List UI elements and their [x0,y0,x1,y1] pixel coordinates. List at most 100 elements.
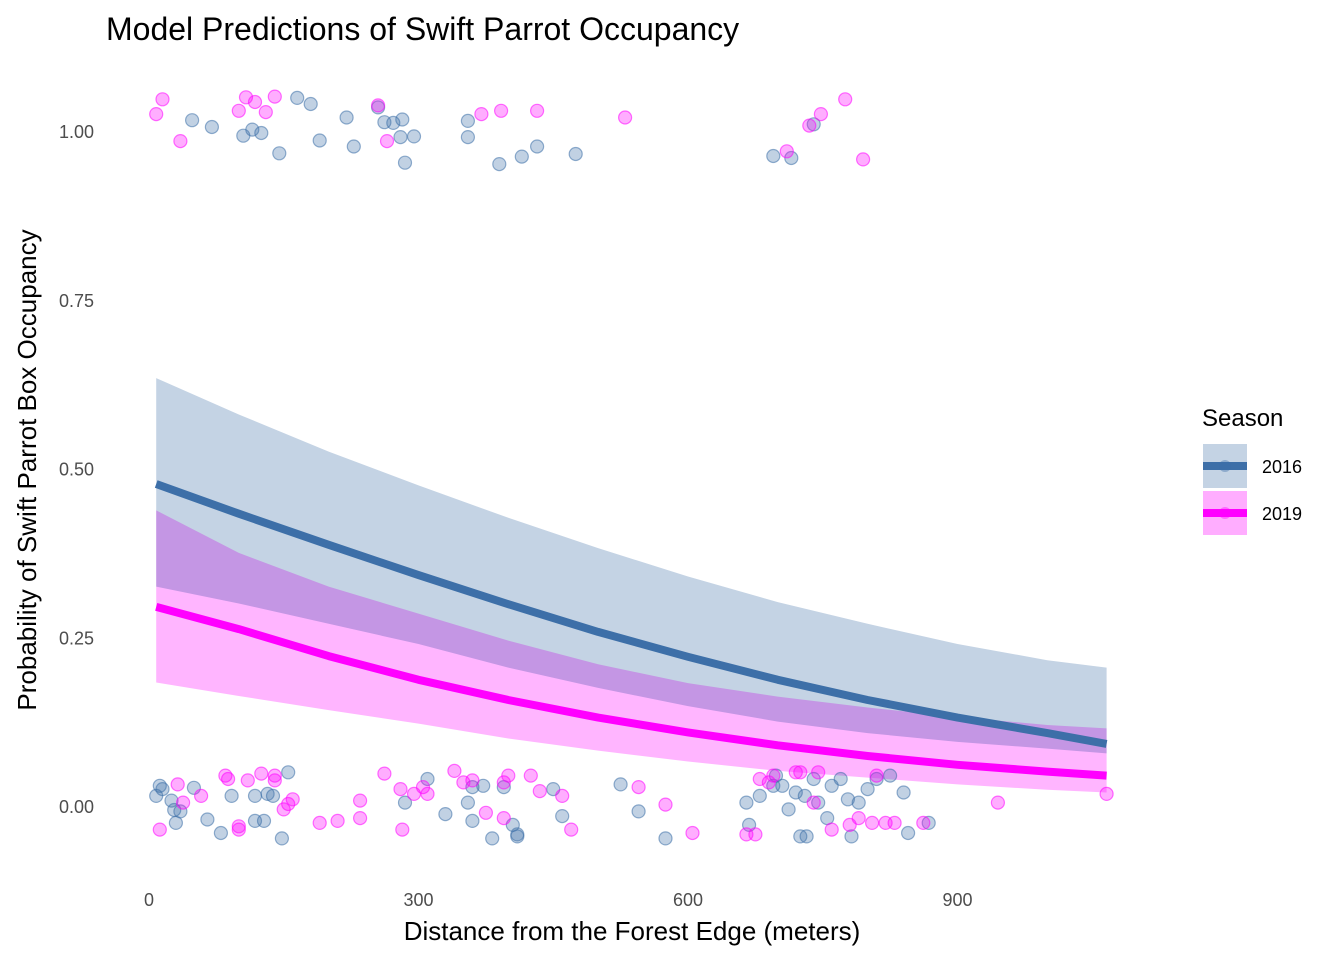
legend-item-2016: 2016 [1203,444,1302,488]
data-point-2016 [256,813,272,829]
data-point-2019 [149,106,164,122]
data-point-2016 [393,130,408,145]
data-point-2016 [613,777,628,792]
data-point-2016 [397,155,413,170]
data-point-2019 [869,768,884,783]
data-point-2019 [555,788,570,804]
data-point-2016 [395,112,410,127]
fit-line-2019 [155,603,1107,780]
data-point-2019 [267,773,282,788]
data-point-2016 [438,806,453,822]
data-point-2019 [258,104,273,120]
ribbon-layer [156,378,1107,793]
data-point-2019 [371,98,386,113]
data-point-2019 [990,795,1006,810]
data-point-2019 [851,810,866,826]
data-point-2019 [231,822,246,837]
data-point-2019 [864,815,880,831]
data-point-2016 [555,808,570,824]
data-point-2019 [838,92,853,107]
fit-line-2016 [154,480,1108,748]
data-point-2016 [775,778,790,793]
data-point-2016 [465,813,480,829]
data-point-2019 [281,796,296,812]
data-point-2016 [568,146,583,162]
data-point-2016 [200,812,215,827]
data-point-2016 [781,802,796,817]
data-point-2019 [788,765,803,780]
x-axis: 0 300 600 900 [144,890,973,910]
data-point-2016 [811,795,826,810]
data-point-2016 [245,122,260,137]
data-point-2019 [221,771,236,787]
data-point-2019 [529,103,545,118]
data-point-2019 [194,788,209,804]
data-point-2019 [353,810,368,826]
data-point-2016 [869,771,884,787]
data-point-2016 [460,113,475,129]
data-point-2019 [379,134,395,149]
data-point-2016 [833,771,848,787]
data-point-2016 [514,149,529,164]
data-point-2016 [312,133,327,148]
data-point-2019 [231,103,246,118]
data-point-2019 [393,781,408,797]
legend-item-2019: 2019 [1203,491,1302,535]
data-point-2016 [752,788,767,804]
data-point-2016 [492,157,507,172]
data-point-2019 [267,89,282,104]
data-point-2019 [173,134,188,149]
data-point-2016 [510,829,525,844]
x-tick-label: 600 [673,890,703,910]
legend-title: Season [1202,405,1283,432]
data-point-2019 [916,815,931,831]
x-tick-label: 0 [144,890,154,910]
confidence-ribbon-2019 [156,510,1107,793]
data-point-2016 [420,771,435,787]
y-tick-label: 0.00 [59,797,94,817]
fit-line-layer [154,480,1108,780]
y-axis: 0.00 0.25 0.50 0.75 1.00 [59,122,94,817]
data-point-2016 [529,139,545,154]
confidence-ribbon-2016 [156,378,1107,754]
data-point-2019 [617,110,633,125]
chart-title: Model Predictions of Swift Parrot Occupa… [106,11,739,47]
y-axis-title: Probability of Swift Parrot Box Occupanc… [12,229,42,710]
data-point-2019 [564,822,579,837]
data-point-2016 [274,831,289,846]
data-point-2019 [658,797,673,812]
data-point-2019 [240,773,255,788]
data-point-2019 [532,783,547,799]
data-point-2016 [882,768,898,783]
data-point-2019 [231,819,246,834]
data-point-2019 [474,106,489,122]
data-point-2016 [346,139,361,154]
data-point-2019 [353,793,368,808]
data-point-2016 [485,831,500,846]
data-point-2016 [272,146,287,161]
legend-key-point-2016 [1219,460,1231,472]
data-point-2016 [204,119,219,135]
data-point-2019 [631,779,646,795]
plot-area [149,89,1114,846]
data-point-2016 [406,129,422,144]
legend-label-2016: 2016 [1262,457,1302,477]
data-point-2016 [213,825,228,841]
data-point-2019 [247,94,263,110]
data-point-2016 [900,825,916,841]
data-point-2019 [494,103,509,118]
data-point-2019 [155,92,170,107]
data-point-2019 [685,825,700,841]
data-point-2016 [397,795,413,810]
data-point-2019 [811,765,826,780]
data-point-2016 [851,795,866,810]
data-point-2016 [844,829,859,844]
legend-label-2019: 2019 [1262,504,1302,524]
data-point-2019 [824,822,839,837]
data-point-2016 [281,765,296,780]
data-point-2016 [766,148,781,164]
data-point-2019 [176,795,191,810]
data-point-2019 [267,768,282,783]
data-point-2016 [631,804,646,819]
